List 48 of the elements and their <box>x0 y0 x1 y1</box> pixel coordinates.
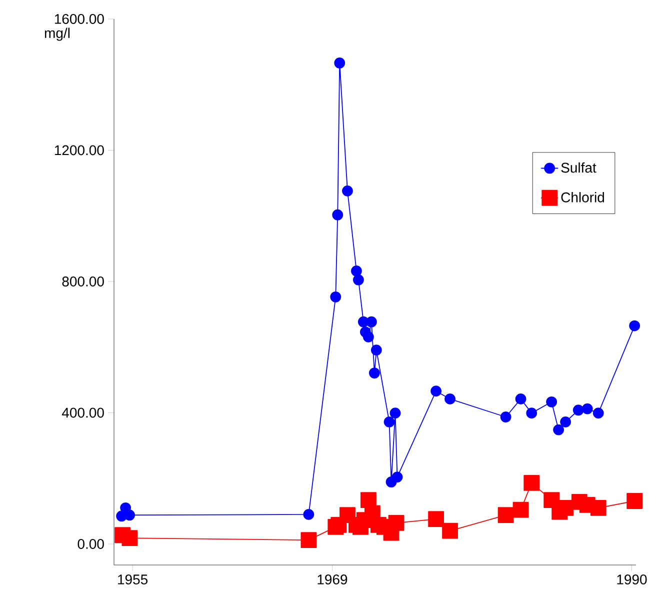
point <box>590 500 606 516</box>
point <box>303 509 314 520</box>
x-tick-label: 1969 <box>318 574 348 584</box>
point <box>582 403 593 414</box>
point <box>553 424 564 436</box>
y-tick-label: 1200.00 <box>54 145 104 156</box>
point <box>512 502 529 518</box>
point <box>629 320 640 332</box>
point <box>572 404 584 416</box>
y-tick-label: 800.00 <box>62 276 104 286</box>
point <box>334 58 346 68</box>
point <box>428 511 444 527</box>
point <box>366 316 377 328</box>
point <box>392 472 403 482</box>
x-tick-label: 1955 <box>118 574 148 584</box>
y-tick-label: 1600.00 <box>54 14 104 24</box>
point <box>351 266 362 276</box>
point <box>370 344 382 356</box>
point <box>430 386 442 397</box>
point <box>500 412 512 422</box>
point <box>526 408 538 419</box>
legend-label: Sulfat <box>561 162 596 173</box>
point <box>558 500 574 516</box>
point <box>330 291 342 302</box>
point <box>444 394 456 404</box>
point <box>384 416 395 428</box>
point <box>546 396 558 408</box>
point <box>368 368 380 378</box>
point <box>498 507 514 524</box>
point <box>442 522 458 539</box>
point <box>353 274 364 286</box>
point <box>524 475 540 491</box>
point <box>626 493 643 509</box>
point <box>390 408 401 419</box>
point <box>342 185 353 196</box>
point <box>515 394 526 404</box>
point <box>388 515 404 531</box>
y-tick-label: 0.00 <box>78 539 104 549</box>
point <box>560 416 571 428</box>
legend-label: Chlorid <box>561 192 604 202</box>
point <box>362 331 374 342</box>
point <box>300 532 317 548</box>
y-axis-title: mg/l <box>44 28 70 41</box>
y-tick-label: 400.00 <box>62 408 104 418</box>
point <box>122 530 138 546</box>
point <box>592 408 604 419</box>
x-tick-label: 1990 <box>617 574 647 584</box>
point <box>332 209 344 220</box>
